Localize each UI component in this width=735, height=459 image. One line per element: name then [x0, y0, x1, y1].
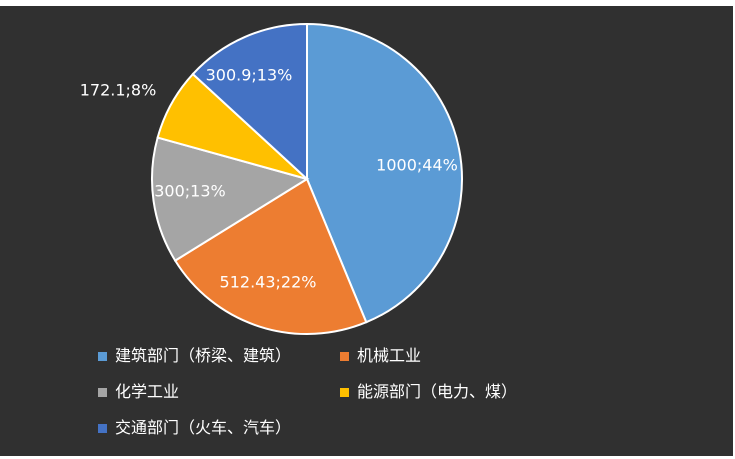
legend-item-construction: 建筑部门（桥梁、建筑）	[98, 342, 338, 370]
legend-label-transport: 交通部门（火车、汽车）	[115, 418, 292, 437]
legend-label-machinery: 机械工业	[357, 346, 422, 365]
pie-slice-construction	[306, 22, 464, 324]
data-label-energy: 172.1;8%	[80, 81, 157, 100]
data-label-transport: 300.9;13%	[206, 66, 293, 85]
legend-label-chemical: 化学工业	[115, 382, 180, 401]
pie-chart: 1000;44% 512.43;22% 300;13% 172.1;8% 300.9;1…	[80, 22, 464, 335]
legend-swatch-transport	[98, 423, 107, 433]
legend-swatch-construction	[98, 351, 107, 361]
legend-swatch-energy	[340, 387, 349, 397]
pie-slice-transport	[191, 22, 308, 182]
legend-label-energy: 能源部门（电力、煤）	[357, 382, 518, 401]
legend-item-chemical: 化学工业	[98, 378, 338, 406]
data-label-chemical: 300;13%	[154, 182, 226, 201]
legend-label-construction: 建筑部门（桥梁、建筑）	[115, 346, 292, 365]
data-label-machinery: 512.43;22%	[220, 273, 317, 292]
legend-swatch-chemical	[98, 387, 107, 397]
pie-slice-machinery	[173, 177, 368, 335]
legend-item-energy: 能源部门（电力、煤）	[340, 378, 580, 406]
legend-item-transport: 交通部门（火车、汽车）	[98, 414, 338, 442]
legend: 建筑部门（桥梁、建筑） 机械工业 化学工业 能源部门（电力、煤） 交通部门（火车…	[98, 342, 618, 442]
data-label-construction: 1000;44%	[376, 156, 458, 175]
legend-item-machinery: 机械工业	[340, 342, 580, 370]
legend-swatch-machinery	[340, 351, 349, 361]
chart-panel: 1000;44% 512.43;22% 300;13% 172.1;8% 300.9;1…	[0, 6, 733, 456]
